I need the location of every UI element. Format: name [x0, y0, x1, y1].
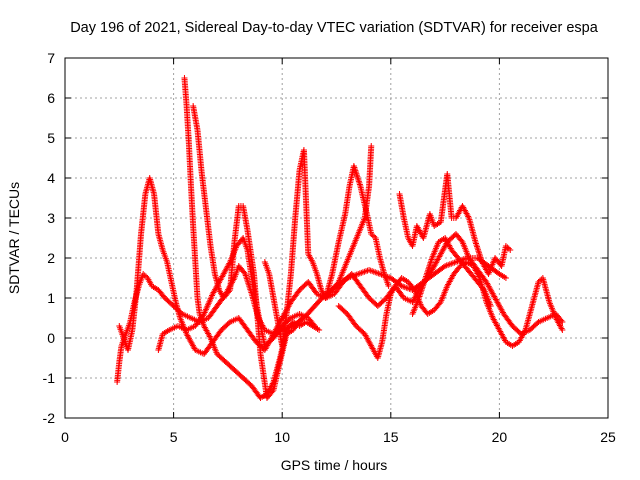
- plus-marker: [369, 232, 376, 239]
- plus-marker: [323, 293, 330, 300]
- y-tick-label: -1: [43, 370, 56, 386]
- y-tick-label: 4: [47, 170, 55, 186]
- series-track-h: [322, 143, 375, 301]
- plus-marker: [297, 316, 304, 323]
- plus-marker: [226, 260, 233, 267]
- x-axis-label: GPS time / hours: [281, 457, 388, 473]
- plus-marker: [502, 275, 509, 281]
- y-tick-label: 1: [47, 290, 55, 306]
- plus-marker: [140, 271, 147, 277]
- plus-marker: [225, 288, 232, 295]
- plus-marker: [536, 277, 543, 284]
- plus-marker: [507, 247, 514, 253]
- plus-marker: [487, 303, 494, 309]
- plus-marker: [502, 243, 509, 249]
- series-track-i: [396, 171, 514, 277]
- series-track-e: [190, 103, 305, 401]
- y-tick-label: 7: [47, 50, 55, 66]
- y-tick-label: 6: [47, 90, 55, 106]
- plus-marker: [505, 245, 512, 252]
- y-tick-label: 2: [47, 250, 55, 266]
- y-tick-label: -2: [43, 410, 56, 426]
- y-tick-label: 3: [47, 210, 55, 226]
- plus-marker: [368, 231, 375, 237]
- chart-title: Day 196 of 2021, Sidereal Day-to-day VTE…: [70, 20, 599, 36]
- plus-marker: [559, 327, 566, 333]
- x-tick-label: 5: [170, 429, 178, 445]
- plus-marker: [369, 345, 376, 352]
- x-tick-label: 0: [61, 429, 69, 445]
- data-points: [114, 75, 566, 401]
- y-tick-labels: -2 -1 0 1 2 3 4 5 6 7: [43, 50, 56, 426]
- y-tick-label: 5: [47, 130, 55, 146]
- plus-marker: [269, 388, 276, 395]
- series-track-f: [261, 147, 392, 349]
- y-axis-label: SDTVAR / TECUs: [6, 182, 22, 294]
- plus-marker: [504, 244, 511, 251]
- axis-ticks: [64, 57, 609, 419]
- plus-marker: [298, 315, 305, 321]
- x-tick-label: 20: [492, 429, 508, 445]
- x-tick-label: 25: [600, 429, 616, 445]
- plus-marker: [385, 283, 392, 289]
- x-tick-label: 10: [274, 429, 290, 445]
- plus-marker: [535, 279, 542, 285]
- plus-marker: [322, 295, 329, 301]
- x-tick-labels: 0 5 10 15 20 25: [61, 429, 616, 445]
- plot-frame: [64, 57, 609, 419]
- series-track-j: [409, 235, 494, 317]
- plus-marker: [141, 272, 148, 279]
- x-tick-label: 15: [383, 429, 399, 445]
- y-tick-label: 0: [47, 330, 55, 346]
- plus-marker: [316, 327, 323, 333]
